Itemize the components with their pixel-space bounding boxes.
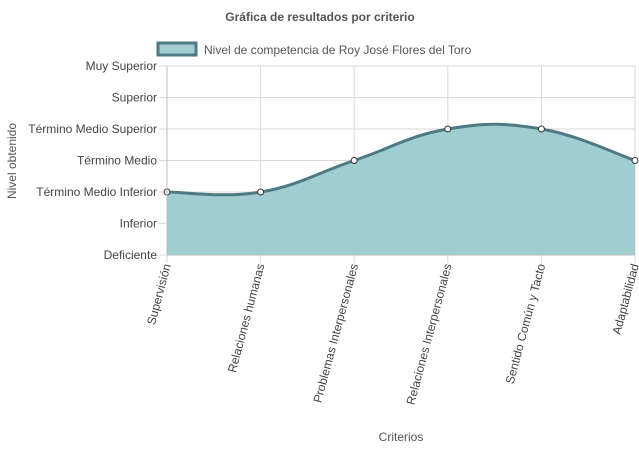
x-tick-label: Relaciones humanas [225, 262, 268, 374]
y-tick-label: Superior [112, 91, 157, 105]
y-tick-label: Muy Superior [86, 59, 157, 73]
data-point[interactable] [444, 125, 452, 133]
x-tick-label: Sentido Común y Tacto [503, 262, 549, 386]
x-axis-title: Criterios [379, 430, 424, 444]
y-tick-label: Inferior [120, 217, 157, 231]
y-axis-title: Nivel obtenido [5, 123, 19, 199]
x-tick-label: Adaptabilidad [610, 262, 639, 336]
series-area-fill [167, 124, 635, 255]
legend-label: Nivel de competencia de Roy José Flores … [204, 43, 472, 57]
legend[interactable]: Nivel de competencia de Roy José Flores … [156, 41, 472, 57]
legend-swatch [156, 41, 198, 57]
series-area [166, 122, 636, 255]
y-tick-label: Término Medio Superior [28, 122, 157, 136]
series-line [166, 122, 636, 197]
data-point[interactable] [631, 157, 639, 164]
chart-title: Gráfica de resultados por criterio [225, 10, 414, 24]
x-tick-label: Supervisión [144, 262, 174, 326]
data-point[interactable] [257, 188, 265, 196]
y-tick-label: Término Medio [77, 154, 157, 168]
data-point[interactable] [350, 157, 358, 164]
x-tick-label: Relaciones Interpersonales [404, 262, 455, 406]
x-tick-label: Problemas Interpersonales [310, 262, 361, 404]
x-axis: Supervisión Relaciones humanas Problemas I… [144, 254, 639, 406]
data-points [163, 125, 639, 196]
y-tick-label: Término Medio Inferior [36, 185, 157, 199]
data-point[interactable] [537, 125, 545, 133]
y-axis: Deficiente Inferior Término Medio Inferior… [28, 59, 168, 262]
y-tick-label: Deficiente [104, 248, 158, 262]
